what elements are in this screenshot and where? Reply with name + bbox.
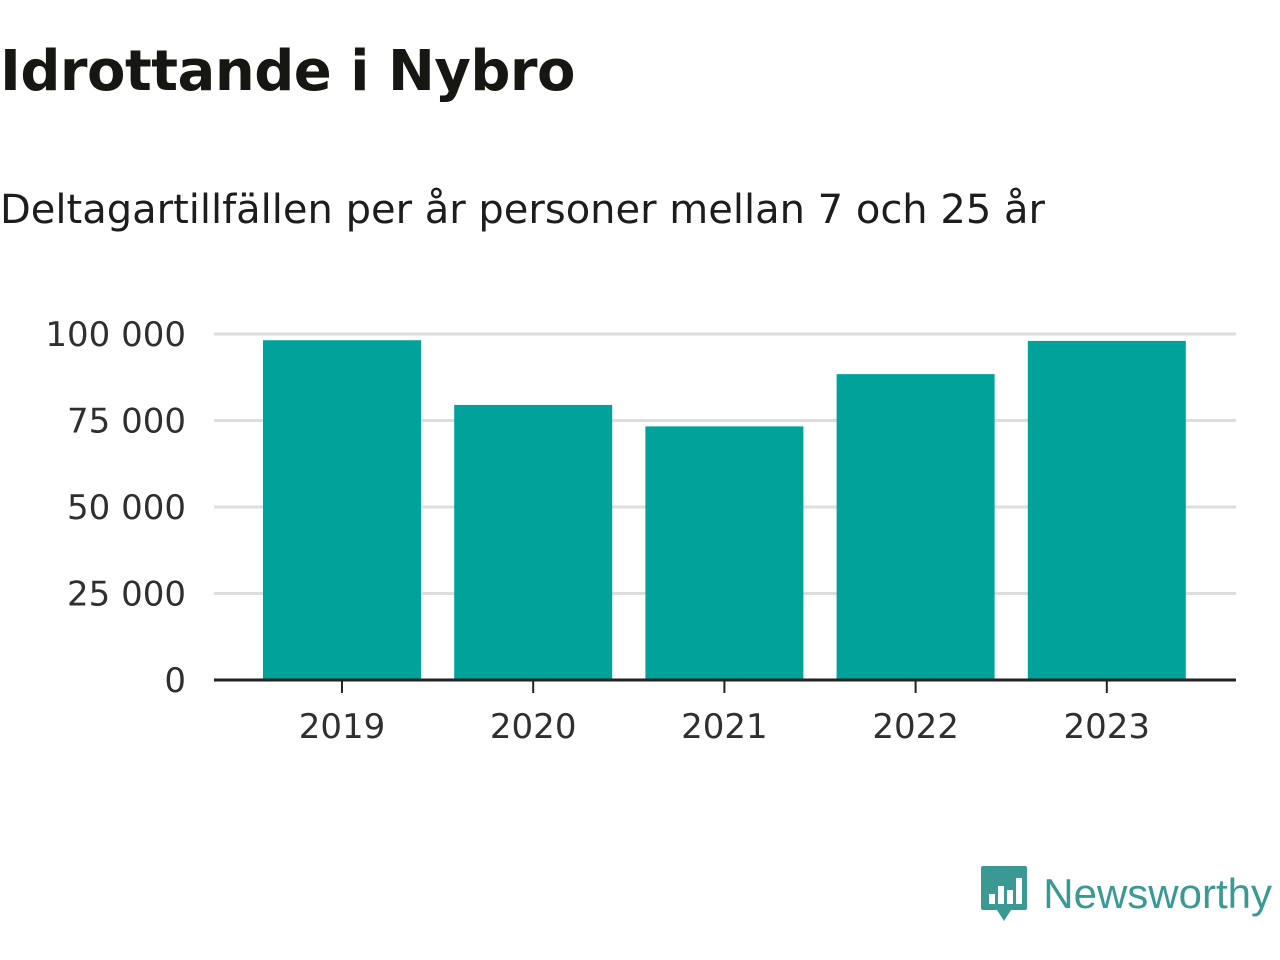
bar-chart-speech-bubble-icon	[981, 866, 1028, 921]
y-tick-label: 50 000	[67, 488, 186, 528]
y-tick-label: 75 000	[67, 402, 186, 442]
brand-name: Newsworthy	[1043, 870, 1272, 917]
bar-2021	[645, 426, 804, 680]
bar-2023	[1027, 340, 1186, 680]
x-tick-label: 2023	[1064, 707, 1151, 747]
chart-title: Idrottande i Nybro	[0, 39, 576, 104]
x-tick-label: 2019	[299, 707, 386, 747]
x-tick-label: 2020	[490, 707, 577, 747]
bar-2022	[836, 374, 995, 680]
y-axis-labels: 0 25 000 50 000 75 000 100 000	[45, 315, 186, 701]
y-tick-label: 0	[164, 661, 186, 701]
bars	[263, 340, 1186, 680]
bar-2019	[263, 340, 421, 680]
x-tick-label: 2022	[872, 707, 959, 747]
bar-2020	[454, 404, 613, 680]
x-axis-labels: 2019 2020 2021 2022 2023	[299, 707, 1150, 747]
newsworthy-brand: Newsworthy	[979, 864, 1272, 924]
x-tick-label: 2021	[681, 707, 768, 747]
chart-subtitle: Deltagartillfällen per år personer mella…	[0, 187, 1045, 233]
y-tick-label: 25 000	[67, 575, 186, 615]
y-tick-label: 100 000	[45, 315, 186, 355]
x-axis	[214, 678, 1236, 693]
